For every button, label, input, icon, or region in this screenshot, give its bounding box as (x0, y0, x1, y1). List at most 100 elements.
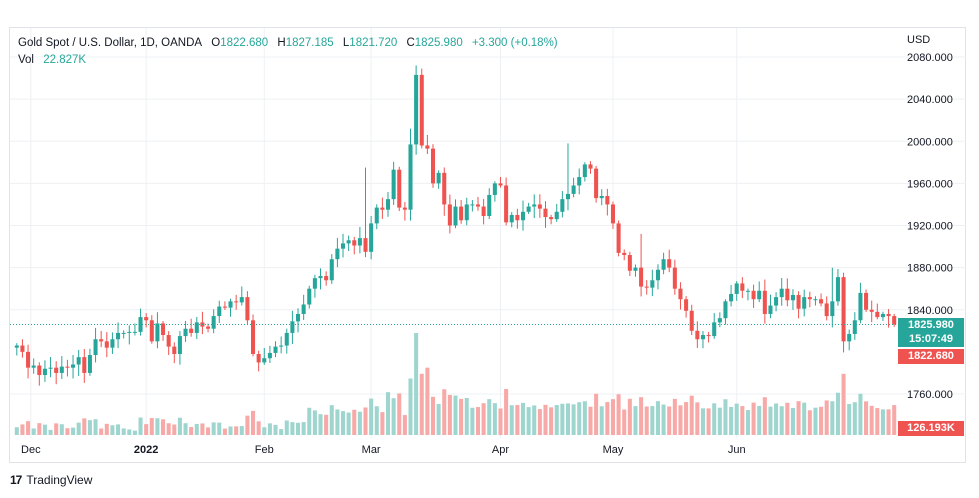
symbol-title[interactable]: Gold Spot / U.S. Dollar, 1D, OANDA (18, 37, 203, 49)
candle-body (802, 297, 807, 309)
volume-bar (869, 405, 874, 435)
volume-bar (835, 392, 840, 435)
candle-body (110, 339, 115, 348)
volume-bar (189, 427, 194, 435)
volume-bar (847, 403, 852, 435)
volume-bar (251, 410, 256, 435)
candle-body (14, 345, 19, 348)
volume-bar (858, 393, 863, 435)
volume-bar (582, 401, 587, 435)
candle-body (492, 183, 497, 195)
candle-body (329, 259, 334, 281)
candle-body (442, 172, 447, 205)
brand-name[interactable]: TradingView (26, 473, 93, 487)
candle-body (599, 196, 604, 199)
currency-label[interactable]: USD (907, 34, 931, 46)
volume-bar (543, 404, 548, 435)
volume-bar (526, 407, 531, 435)
candle-body (740, 283, 745, 291)
close-label: C (406, 37, 415, 49)
volume-bar (430, 396, 436, 435)
volume-bar (104, 423, 109, 435)
volume-bar (307, 407, 312, 435)
candle-body (177, 336, 182, 354)
candle-body (498, 183, 503, 186)
volume-bar (408, 378, 413, 435)
time-axis-label: Mar (362, 444, 381, 456)
volume-bar (363, 407, 368, 435)
candle-body (166, 335, 171, 347)
candle-body (279, 345, 284, 347)
volume-bar (397, 393, 402, 435)
candle-body (847, 333, 852, 342)
volume-bar (762, 397, 767, 435)
volume-bar (132, 430, 137, 435)
candle-body (155, 323, 160, 342)
volume-bar (99, 428, 104, 435)
candle-body (391, 169, 396, 200)
candle-body (138, 317, 143, 332)
volume-bar (256, 421, 261, 435)
volume-bar (453, 395, 458, 435)
volume-bar (594, 393, 599, 435)
time-axis-label: Dec (21, 444, 41, 456)
volume-bar (273, 424, 278, 435)
volume-bar (380, 412, 385, 435)
candle-body (734, 283, 739, 294)
time-axis-label: May (603, 444, 624, 456)
prev-close-tag: 1822.680 (898, 349, 964, 364)
candle-body (459, 206, 464, 221)
candle-body (65, 366, 70, 368)
candle-body (87, 355, 92, 373)
volume-bar (459, 398, 464, 435)
volume-bar (807, 410, 812, 435)
candle-body (554, 211, 559, 220)
volume-tag: 126.193K (898, 421, 964, 436)
candle-body (695, 330, 700, 340)
candle-body (785, 288, 790, 301)
volume-bar (369, 398, 374, 435)
change-value: +3.300 (+0.18%) (471, 37, 558, 49)
volume-bar (116, 424, 121, 435)
volume-value: 22.827K (43, 54, 87, 66)
volume-bar (532, 405, 537, 435)
candle-body (684, 299, 689, 311)
volume-bar (37, 423, 42, 435)
volume-bar (87, 420, 92, 435)
volume-bar (262, 427, 267, 435)
volume-bar (76, 422, 81, 435)
volume-bar (234, 426, 239, 435)
candle-body (228, 301, 233, 308)
close-value: 1825.980 (414, 37, 463, 49)
candle-body (374, 207, 379, 224)
candle-body (717, 318, 722, 323)
candle-body (875, 311, 880, 318)
volume-bar (824, 400, 829, 435)
candle-body (352, 240, 357, 246)
volume-bar (318, 414, 323, 435)
candle-body (700, 335, 705, 340)
volume-bar (470, 407, 475, 435)
candle-body (532, 204, 537, 207)
candle-body (301, 304, 306, 314)
tradingview-logo-icon[interactable]: 17 (10, 473, 22, 487)
candle-body (71, 364, 76, 368)
volume-bar (504, 389, 509, 435)
candle-body (116, 332, 121, 340)
volume-bar (588, 406, 593, 435)
candle-body (841, 277, 846, 342)
volume-bar (622, 409, 627, 435)
candle-body (520, 211, 526, 221)
volume-bar (374, 406, 379, 435)
candle-body (779, 288, 784, 298)
volume-label[interactable]: Vol (18, 54, 34, 66)
volume-bar (279, 429, 284, 435)
volume-bar (571, 404, 576, 435)
volume-bar (577, 402, 582, 435)
volume-bar (138, 417, 143, 435)
candle-body (194, 322, 199, 333)
candle-body (284, 332, 289, 346)
ohlc-row: Gold Spot / U.S. Dollar, 1D, OANDA O1822… (18, 35, 558, 52)
high-label: H (277, 37, 286, 49)
